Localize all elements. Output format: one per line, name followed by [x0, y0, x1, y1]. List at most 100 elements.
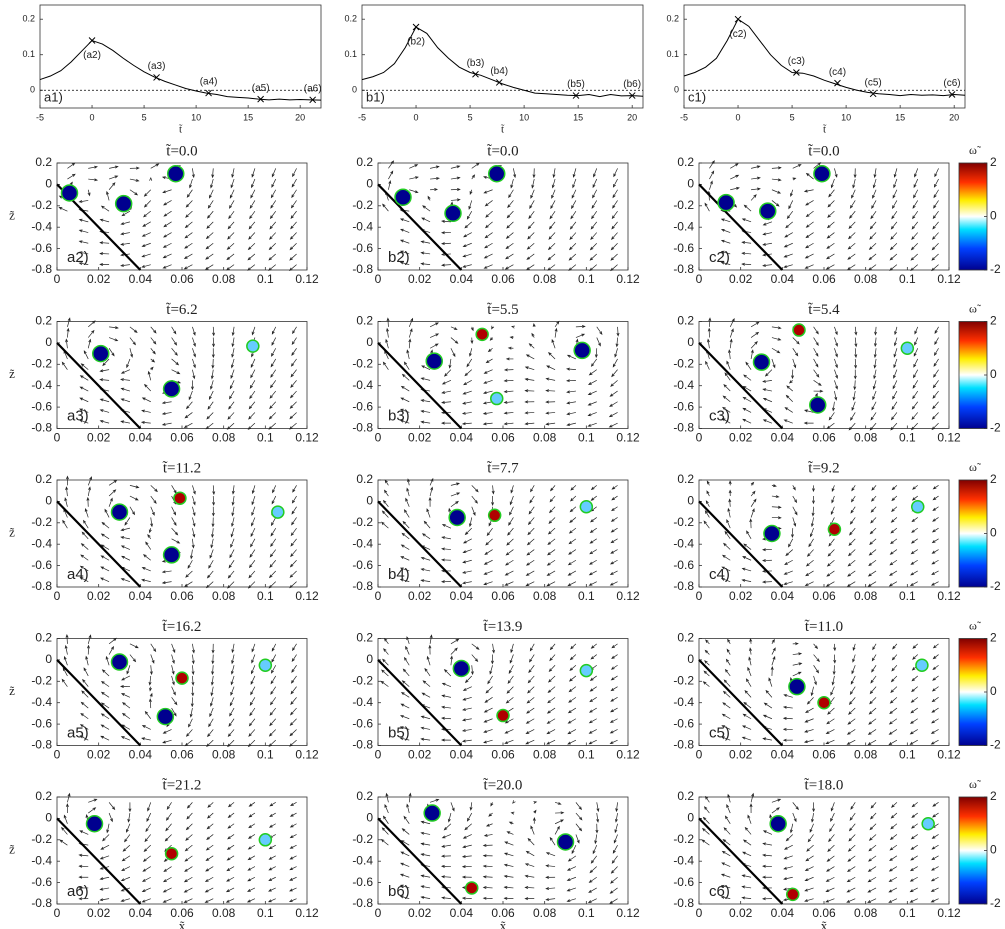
- flow-arrow: [609, 729, 618, 734]
- flow-arrow: [706, 338, 710, 349]
- flow-arrow: [490, 802, 494, 807]
- flow-arrow: [420, 240, 431, 244]
- vortex-blob: [915, 658, 929, 672]
- flow-arrow: [428, 644, 432, 655]
- flow-arrow: [742, 556, 752, 561]
- y-tick-label: 0.2: [666, 14, 679, 24]
- flow-arrow: [231, 654, 235, 665]
- flow-arrow: [290, 358, 297, 367]
- flow-arrow: [148, 698, 152, 709]
- flow-arrow: [141, 737, 151, 741]
- flow-arrow: [229, 380, 235, 390]
- flow-arrow: [874, 326, 878, 336]
- panel-title: t̃=20.0: [483, 777, 522, 793]
- flow-arrow: [88, 798, 98, 803]
- flow-arrow: [792, 642, 799, 646]
- flow-arrow: [911, 401, 919, 410]
- flow-arrow: [270, 200, 277, 209]
- flow-arrow: [171, 654, 175, 665]
- flow-arrow: [420, 409, 431, 413]
- flow-arrow: [192, 337, 196, 347]
- flow-arrow: [813, 326, 819, 335]
- flow-arrow: [805, 570, 814, 577]
- colorbar: [958, 796, 988, 905]
- flow-arrow: [270, 189, 277, 199]
- flow-arrow: [126, 665, 131, 675]
- flow-arrow: [208, 560, 214, 569]
- flow-arrow: [211, 654, 215, 665]
- flow-arrow: [441, 844, 451, 848]
- y-tick-label: -0.8: [31, 579, 52, 593]
- flow-arrow: [726, 360, 731, 370]
- vortex-blob: [759, 202, 777, 220]
- flow-arrow: [889, 264, 898, 271]
- flow-arrow: [429, 477, 434, 486]
- flow-arrow: [400, 851, 410, 857]
- flow-arrow: [762, 737, 772, 741]
- flow-arrow: [548, 675, 556, 683]
- flow-arrow: [271, 654, 277, 663]
- flow-arrow: [812, 802, 816, 813]
- flow-arrow: [192, 369, 196, 380]
- flow-arrow: [747, 814, 752, 824]
- flow-arrow: [205, 844, 214, 851]
- flow-arrow: [590, 517, 597, 523]
- flow-arrow: [141, 876, 151, 882]
- flow-arrow: [575, 834, 580, 844]
- flow-arrow: [910, 559, 918, 565]
- flow-arrow: [588, 887, 597, 893]
- flow-arrow: [100, 713, 110, 720]
- flow-arrow: [420, 579, 431, 583]
- flow-arrow: [409, 164, 419, 169]
- flow-arrow: [771, 495, 780, 499]
- axes-frame: [698, 321, 950, 429]
- flow-arrow: [566, 367, 576, 371]
- flow-arrow: [289, 412, 297, 420]
- flow-arrow: [587, 898, 597, 904]
- x-tick-label: 0.06: [491, 589, 515, 603]
- flow-arrow: [204, 264, 214, 270]
- flow-arrow: [121, 712, 131, 720]
- flow-arrow: [846, 898, 856, 903]
- flow-arrow: [826, 855, 835, 862]
- flow-arrow: [610, 866, 618, 874]
- flow-arrow: [551, 178, 556, 189]
- flow-arrow: [505, 232, 514, 239]
- flow-arrow: [429, 486, 434, 497]
- flow-arrow: [100, 566, 110, 572]
- flow-arrow: [587, 412, 597, 417]
- flow-arrow: [851, 401, 856, 412]
- x-tick-label: 0.06: [170, 431, 194, 445]
- x-tick-label: 0.02: [87, 906, 111, 920]
- flow-arrow: [150, 485, 158, 493]
- flow-arrow: [247, 264, 256, 271]
- flow-arrow: [704, 660, 710, 666]
- flow-arrow: [290, 802, 297, 807]
- flow-arrow: [462, 570, 472, 574]
- x-axis-label: t̃: [501, 123, 505, 135]
- flow-arrow: [932, 221, 939, 230]
- flow-arrow: [909, 898, 918, 903]
- flow-arrow: [485, 823, 493, 827]
- flow-arrow: [722, 690, 731, 698]
- flow-arrow: [206, 210, 214, 219]
- flow-arrow: [826, 570, 835, 577]
- flow-arrow: [506, 210, 514, 219]
- flow-arrow: [610, 675, 618, 681]
- flow-arrow: [129, 495, 139, 501]
- flow-arrow: [788, 538, 794, 548]
- flow-arrow: [231, 495, 235, 506]
- flow-arrow: [853, 380, 857, 391]
- flow-arrow: [783, 419, 793, 424]
- flow-arrow: [489, 337, 494, 341]
- x-tick-label: 0.08: [212, 906, 236, 920]
- flow-arrow: [721, 554, 731, 561]
- y-tick-label: -0.6: [352, 399, 373, 413]
- flow-arrow: [228, 200, 235, 209]
- flow-arrow: [749, 638, 753, 644]
- wall: [698, 342, 784, 430]
- flow-arrow: [525, 354, 535, 360]
- flow-arrow: [450, 326, 458, 330]
- x-tick-label: 0: [90, 112, 95, 122]
- x-tick-label: 10: [191, 112, 201, 122]
